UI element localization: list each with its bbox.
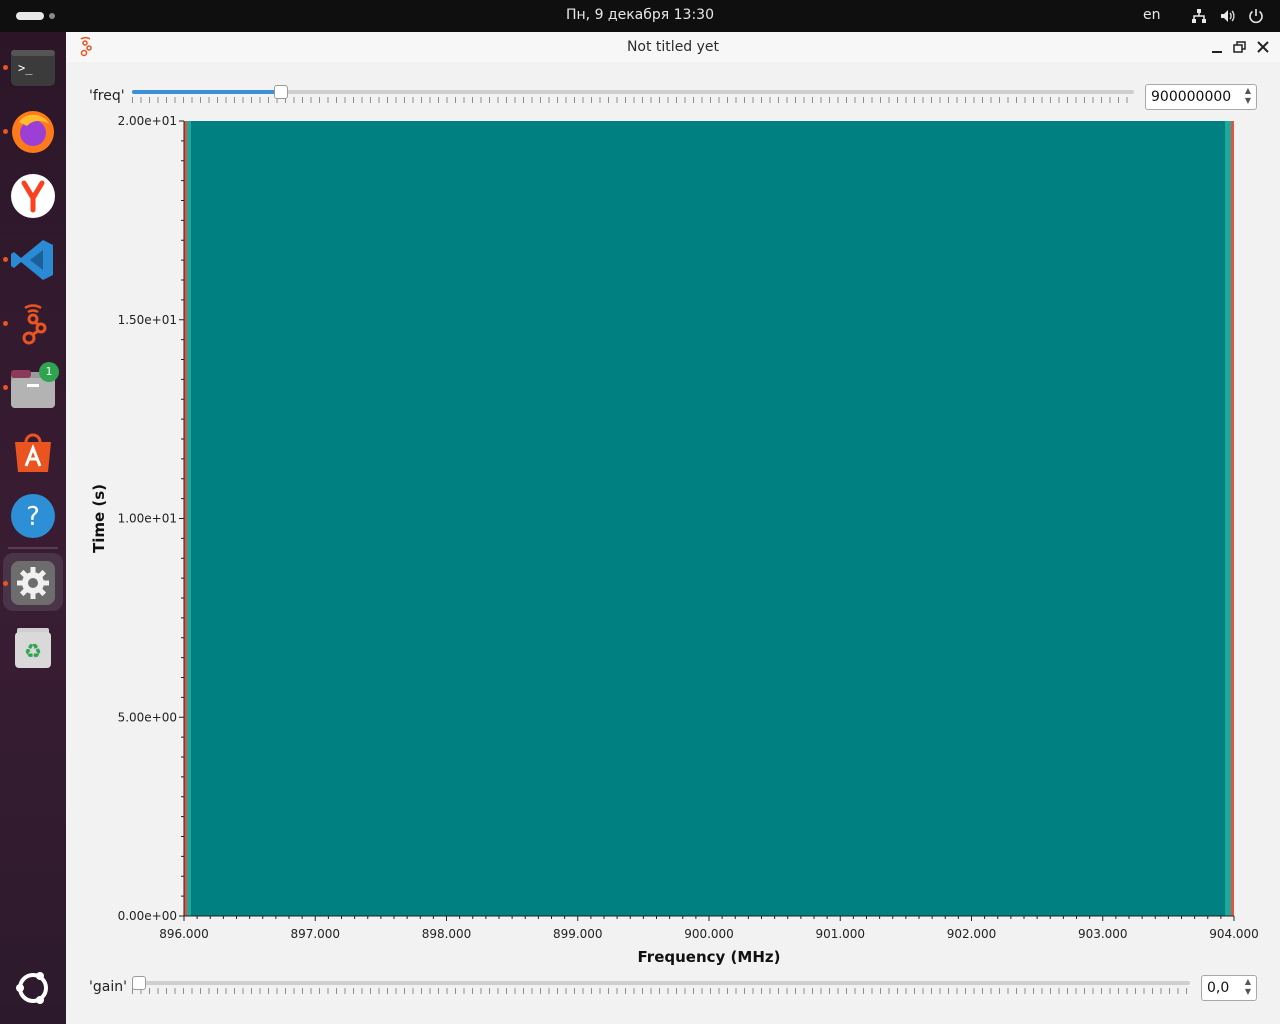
x-tick-label: 898.000 xyxy=(422,927,472,941)
restore-icon xyxy=(1233,41,1246,53)
files-icon[interactable]: 1 xyxy=(9,362,59,412)
firefox-icon[interactable] xyxy=(9,108,57,156)
yandex-browser-icon[interactable] xyxy=(9,172,57,220)
waterfall-edge-left-inner xyxy=(187,121,191,916)
minimize-button[interactable] xyxy=(1208,38,1226,56)
running-indicator xyxy=(3,581,8,586)
settings-icon[interactable] xyxy=(9,559,57,607)
power-icon[interactable] xyxy=(1247,7,1265,25)
dock-separator xyxy=(8,547,58,549)
y-tick-label: 1.50e+01 xyxy=(118,313,177,327)
gain-up-arrow-icon[interactable]: ▲ xyxy=(1244,977,1252,986)
x-tick-label: 903.000 xyxy=(1078,927,1128,941)
waterfall-edge-right-inner xyxy=(1225,121,1231,916)
close-button[interactable] xyxy=(1254,38,1272,56)
help-icon[interactable]: ? xyxy=(9,492,57,540)
y-tick-label: 1.00e+01 xyxy=(118,512,177,526)
running-indicator xyxy=(3,129,8,134)
x-tick-label: 897.000 xyxy=(290,927,340,941)
freq-slider-fill xyxy=(132,90,281,94)
freq-down-arrow-icon[interactable]: ▼ xyxy=(1244,96,1252,105)
freq-spinbox[interactable]: 900000000 ▲ ▼ xyxy=(1145,84,1257,110)
network-icon[interactable] xyxy=(1190,7,1208,25)
gain-slider-handle[interactable] xyxy=(132,976,146,990)
y-tick-label: 5.00e+00 xyxy=(118,710,177,724)
waterfall-edge-left xyxy=(184,121,187,916)
y-tick-label: 2.00e+01 xyxy=(118,114,177,128)
x-tick-label: 900.000 xyxy=(684,927,734,941)
running-indicator xyxy=(3,321,8,326)
freq-slider-ticks xyxy=(132,97,1134,103)
freq-up-arrow-icon[interactable]: ▲ xyxy=(1244,86,1252,95)
x-tick-label: 899.000 xyxy=(553,927,603,941)
window-title: Not titled yet xyxy=(626,39,720,55)
svg-text:>_: >_ xyxy=(18,61,33,75)
x-tick-label: 904.000 xyxy=(1209,927,1259,941)
freq-value: 900000000 xyxy=(1151,89,1232,105)
gain-spinbox[interactable]: 0,0 ▲ ▼ xyxy=(1201,975,1257,1001)
svg-text:?: ? xyxy=(26,502,40,532)
waterfall-field[interactable] xyxy=(184,121,1234,916)
workspace-indicator[interactable] xyxy=(49,13,55,19)
freq-slider-track xyxy=(132,90,1134,94)
running-indicator xyxy=(3,257,8,262)
gain-down-arrow-icon[interactable]: ▼ xyxy=(1244,987,1252,996)
freq-slider-handle[interactable] xyxy=(274,85,289,99)
maximize-button[interactable] xyxy=(1231,38,1249,56)
running-indicator xyxy=(3,65,8,70)
y-axis-label: Time (s) xyxy=(90,484,108,553)
gain-slider-track xyxy=(132,981,1190,985)
keyboard-layout[interactable]: en xyxy=(1143,7,1161,23)
waterfall-edge-right xyxy=(1231,121,1234,916)
trash-icon[interactable]: ♻ xyxy=(9,624,57,672)
svg-text:♻: ♻ xyxy=(24,639,42,663)
terminal-icon[interactable]: >_ xyxy=(9,44,57,92)
top-bar: Пн, 9 декабря 13:30 en xyxy=(0,0,1280,32)
y-tick-label: 0.00e+00 xyxy=(118,909,177,923)
x-tick-label: 896.000 xyxy=(159,927,209,941)
show-apps-icon[interactable] xyxy=(9,964,57,1012)
gnuradio-icon[interactable] xyxy=(9,300,57,348)
workspace-indicator-active[interactable] xyxy=(16,12,44,20)
gain-label: 'gain' xyxy=(89,979,127,995)
gnuradio-app-icon xyxy=(80,36,92,57)
dock: >_ 1 ? ♻ xyxy=(0,32,66,1024)
minimize-icon xyxy=(1212,51,1222,53)
gain-slider[interactable] xyxy=(132,975,1190,999)
gain-value: 0,0 xyxy=(1207,980,1230,996)
freq-slider[interactable] xyxy=(132,84,1134,108)
gain-slider-ticks xyxy=(132,988,1190,994)
waterfall-plot[interactable]: 896.000 897.000 898.000 899.000 900.000 901.0… xyxy=(66,32,1280,972)
clock[interactable]: Пн, 9 декабря 13:30 xyxy=(565,7,714,23)
app-center-icon[interactable] xyxy=(9,428,57,476)
volume-icon[interactable] xyxy=(1219,7,1237,25)
title-bar[interactable]: Not titled yet xyxy=(66,32,1280,62)
vscode-icon[interactable] xyxy=(9,236,57,284)
running-indicator xyxy=(3,385,8,390)
freq-label: 'freq' xyxy=(89,88,125,104)
close-icon xyxy=(1257,41,1269,53)
x-axis-label: Frequency (MHz) xyxy=(638,948,781,966)
x-tick-label: 901.000 xyxy=(815,927,865,941)
gnuradio-window: Not titled yet 'freq' 900000000 ▲ ▼ 896.… xyxy=(66,32,1280,1024)
notification-badge: 1 xyxy=(39,362,59,382)
x-tick-label: 902.000 xyxy=(947,927,997,941)
